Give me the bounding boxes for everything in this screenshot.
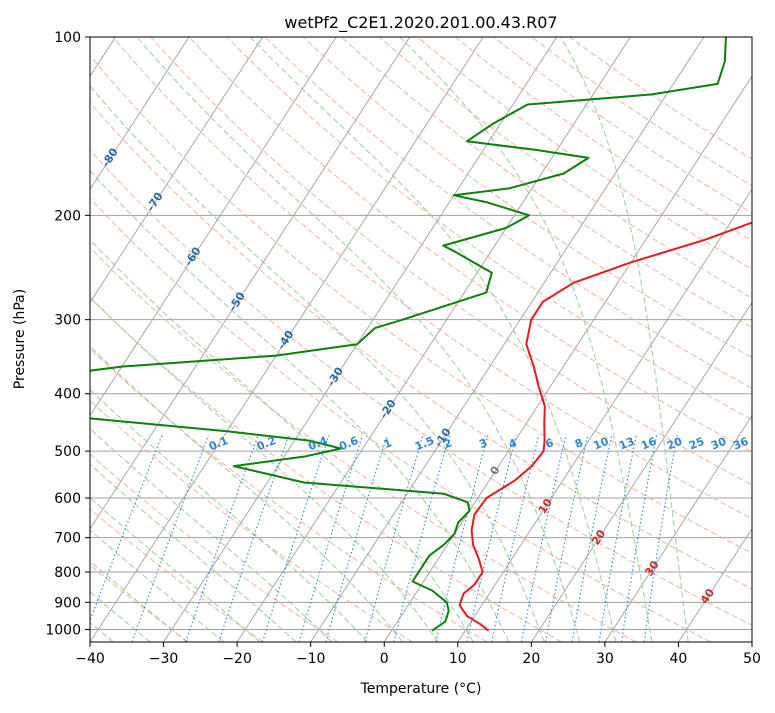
x-tick-label: −20 [222,651,252,667]
y-tick-label: 600 [54,491,81,507]
y-tick-label: 500 [54,444,81,460]
x-tick-label: 20 [522,651,540,667]
x-tick-label: 10 [449,651,467,667]
y-tick-label: 800 [54,565,81,581]
x-tick-label: −30 [149,651,179,667]
y-tick-label: 400 [54,387,81,403]
x-tick-label: −40 [75,651,105,667]
y-tick-label: 300 [54,313,81,329]
x-tick-label: 40 [670,651,688,667]
y-axis-title: Pressure (hPa) [12,289,28,389]
x-tick-label: 50 [743,651,761,667]
x-axis-title: Temperature (°C) [360,681,482,697]
x-tick-label: 30 [596,651,614,667]
y-tick-label: 700 [54,531,81,547]
x-tick-label: −10 [296,651,326,667]
y-tick-label: 1000 [45,622,81,638]
y-tick-label: 900 [54,595,81,611]
chart-title: wetPf2_C2E1.2020.201.00.43.R07 [284,13,557,33]
x-tick-label: 0 [380,651,389,667]
y-tick-label: 100 [54,30,81,46]
y-tick-label: 200 [54,208,81,224]
